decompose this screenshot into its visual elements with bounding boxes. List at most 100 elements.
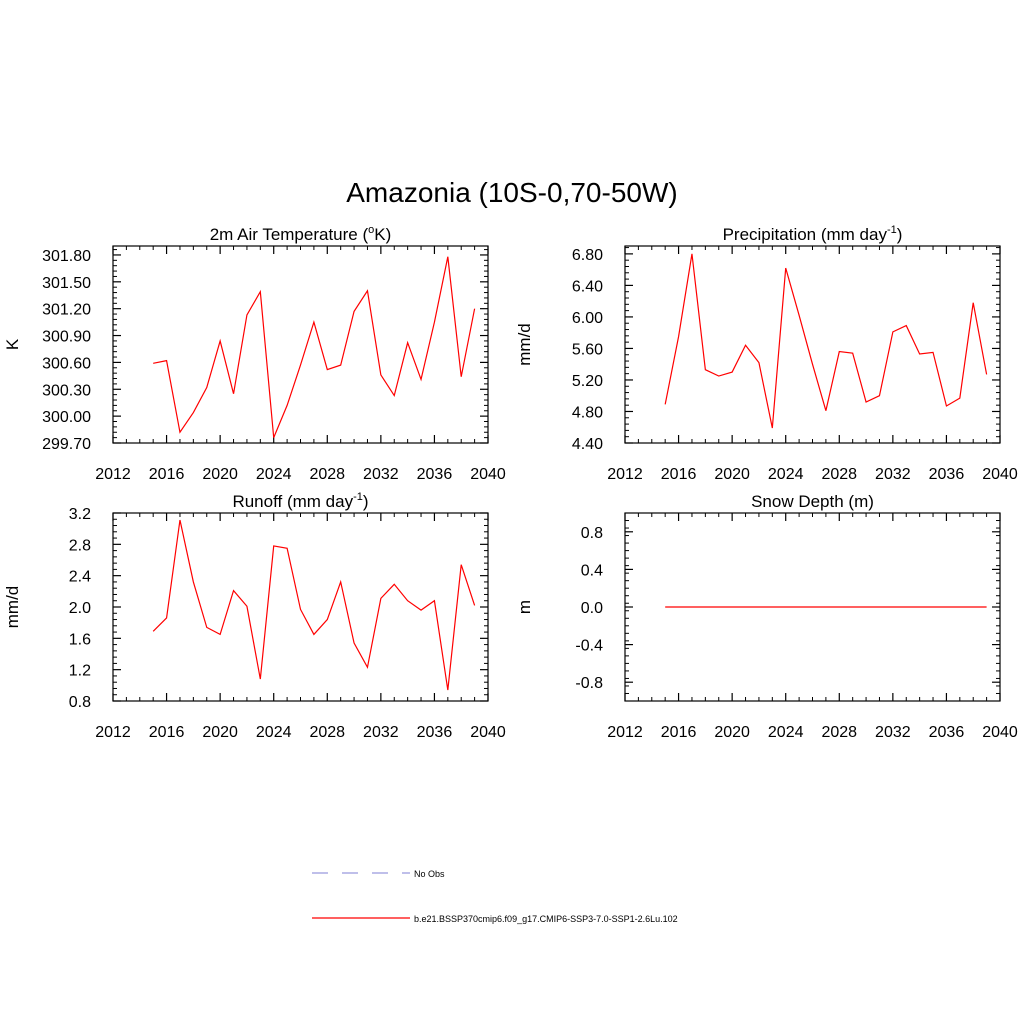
data-point <box>273 437 274 438</box>
x-tick-label: 2020 <box>714 466 750 483</box>
panel-title-tail: K) <box>374 225 391 244</box>
data-point <box>705 606 706 607</box>
data-point <box>193 412 194 413</box>
y-tick-label: 3.2 <box>69 506 91 523</box>
figure-title: Amazonia (10S-0,70-50W) <box>346 177 677 208</box>
x-tick-label: 2032 <box>363 724 399 741</box>
data-point <box>785 606 786 607</box>
data-point <box>340 364 341 365</box>
data-point <box>825 410 826 411</box>
y-tick-label: 5.20 <box>572 373 603 390</box>
data-point <box>313 322 314 323</box>
x-tick-label: 2032 <box>875 466 911 483</box>
x-tick-label: 2040 <box>982 724 1018 741</box>
y-tick-label: 6.80 <box>572 247 603 264</box>
y-tick-label: -0.8 <box>575 675 603 692</box>
data-point <box>865 606 866 607</box>
panel-title-tail: ) <box>363 492 369 511</box>
data-point <box>825 606 826 607</box>
panel-snow: Snow Depth (m) m 2012 2016 2020 2024 2028 2032 2… <box>515 492 1018 741</box>
x-tick-label: 2012 <box>607 724 643 741</box>
data-point <box>758 606 759 607</box>
panel-title-main: Precipitation (mm day <box>723 225 888 244</box>
data-point <box>420 610 421 611</box>
data-point <box>678 606 679 607</box>
y-tick-label: 301.20 <box>42 302 91 319</box>
data-point <box>839 606 840 607</box>
data-point <box>665 606 666 607</box>
y-tick-label: 6.40 <box>572 278 603 295</box>
legend-label: No Obs <box>414 869 445 879</box>
x-tick-label: 2028 <box>821 724 857 741</box>
y-tick-label: 4.40 <box>572 436 603 453</box>
x-tick-label: 2012 <box>607 466 643 483</box>
data-point <box>367 290 368 291</box>
data-point <box>919 353 920 354</box>
data-point <box>665 404 666 405</box>
data-point <box>273 545 274 546</box>
y-tick-label: -0.4 <box>575 638 603 655</box>
data-point <box>166 360 167 361</box>
data-point <box>906 606 907 607</box>
x-tick-label: 2040 <box>470 466 506 483</box>
data-point <box>166 617 167 618</box>
data-point <box>313 634 314 635</box>
x-tick-label: 2020 <box>202 466 238 483</box>
data-point <box>233 590 234 591</box>
data-point <box>327 369 328 370</box>
data-point <box>153 631 154 632</box>
data-point <box>892 606 893 607</box>
data-point <box>772 606 773 607</box>
x-tick-label: 2032 <box>875 724 911 741</box>
data-point <box>919 606 920 607</box>
data-point <box>260 291 261 292</box>
data-point <box>732 606 733 607</box>
x-tick-label: 2012 <box>95 466 131 483</box>
data-point <box>772 427 773 428</box>
data-point <box>287 405 288 406</box>
panel-title-superscript: -1 <box>887 224 897 236</box>
panel-title-snow: Snow Depth (m) <box>751 492 874 511</box>
data-point <box>434 322 435 323</box>
y-tick-label: 0.4 <box>581 562 603 579</box>
y-tick-label: 301.50 <box>42 275 91 292</box>
data-point <box>474 605 475 606</box>
legend: No Obs b.e21.BSSP370cmip6.f09_g17.CMIP6-S… <box>312 869 678 924</box>
data-point <box>986 374 987 375</box>
data-point <box>745 606 746 607</box>
x-tick-label: 2036 <box>417 466 453 483</box>
data-point <box>932 606 933 607</box>
y-tick-label: 4.80 <box>572 404 603 421</box>
y-tick-label: 2.4 <box>69 569 91 586</box>
x-tick-label: 2028 <box>821 466 857 483</box>
data-point <box>839 351 840 352</box>
data-point <box>865 401 866 402</box>
data-point <box>892 331 893 332</box>
x-tick-label: 2032 <box>363 466 399 483</box>
data-point <box>812 606 813 607</box>
plot-frame <box>624 245 1001 444</box>
data-point <box>973 302 974 303</box>
data-point <box>799 606 800 607</box>
y-tick-label: 301.80 <box>42 248 91 265</box>
x-tick-label: 2020 <box>202 724 238 741</box>
series-line-runoff <box>152 519 476 691</box>
data-point <box>986 606 987 607</box>
data-point <box>179 519 180 520</box>
y-tick-label: 300.90 <box>42 329 91 346</box>
data-point <box>678 336 679 337</box>
data-point <box>718 375 719 376</box>
data-point <box>380 598 381 599</box>
data-point <box>932 352 933 353</box>
panel-title-precipitation: Precipitation (mm day-1) <box>723 224 903 244</box>
data-point <box>233 393 234 394</box>
panel-title-tail: ) <box>897 225 903 244</box>
x-tick-label: 2016 <box>661 466 697 483</box>
data-point <box>852 606 853 607</box>
data-point <box>394 395 395 396</box>
x-tick-label: 2028 <box>309 724 345 741</box>
plot-frame <box>624 512 1001 702</box>
panel-title-temperature: 2m Air Temperature (oK) <box>210 224 392 244</box>
data-point <box>394 584 395 585</box>
